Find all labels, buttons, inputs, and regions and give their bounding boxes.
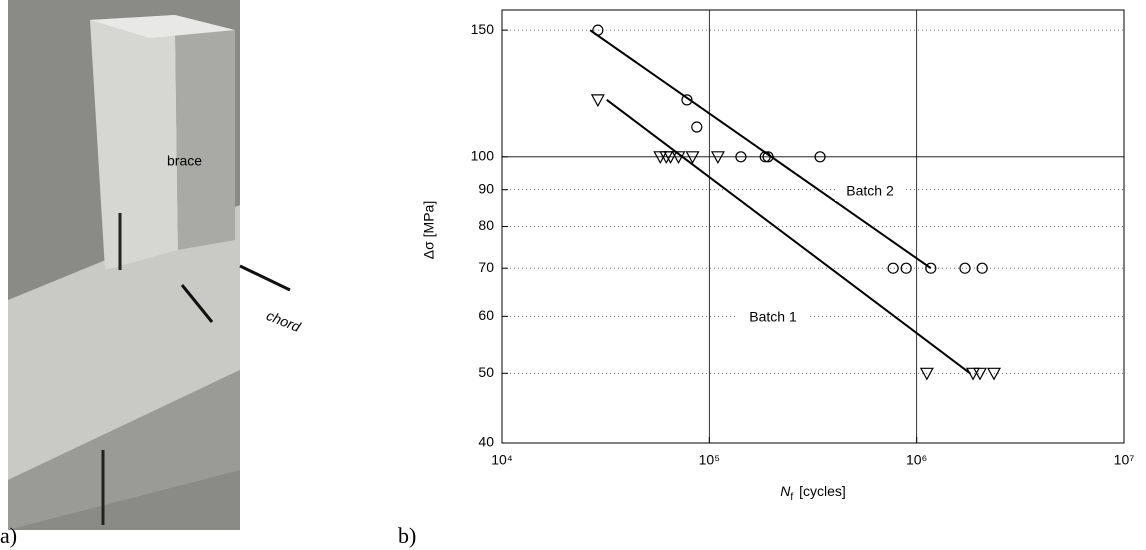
panel-label: a) — [0, 523, 17, 548]
plot-area — [502, 10, 1124, 443]
panel-label: b) — [398, 523, 416, 548]
label-gap — [738, 309, 808, 327]
chord-side — [8, 370, 240, 530]
series-label: Batch 2 — [846, 183, 894, 199]
brace-top — [90, 15, 235, 38]
data-point — [691, 121, 703, 133]
y-tick-label: 80 — [478, 217, 494, 233]
y-tick-label: 150 — [471, 21, 495, 37]
data-point — [592, 24, 604, 36]
y-tick-label: 70 — [478, 259, 494, 275]
y-tick-label: 50 — [478, 364, 494, 380]
x-axis-symbol: N — [780, 483, 791, 499]
brace-front — [90, 15, 178, 270]
data-point — [959, 262, 971, 274]
data-point — [735, 151, 747, 163]
y-axis-label: Δσ [MPa] — [421, 201, 437, 259]
data-point — [710, 151, 725, 165]
brace-side — [175, 15, 235, 250]
x-tick-label: 10⁶ — [906, 452, 927, 468]
data-point — [986, 367, 1001, 381]
arrow — [239, 264, 291, 292]
plot-frame — [501, 9, 1125, 444]
data-point — [976, 262, 988, 274]
x-tick-label: 10⁴ — [491, 452, 513, 468]
data-point — [900, 262, 912, 274]
x-axis-subscript: f — [790, 492, 793, 503]
label-gap — [835, 183, 905, 201]
x-axis-unit: [cycles] — [799, 483, 846, 499]
data-point — [919, 367, 934, 381]
chord-top — [8, 205, 240, 480]
photo: brace chord — [8, 0, 304, 530]
series-label: Batch 1 — [749, 309, 797, 325]
y-tick-label: 90 — [478, 180, 494, 196]
y-tick-label: 60 — [478, 307, 494, 323]
chord-label: chord — [264, 307, 304, 335]
data-point — [887, 262, 899, 274]
data-point — [671, 151, 686, 165]
x-tick-label: 10⁷ — [1114, 452, 1135, 468]
x-tick-label: 10⁵ — [699, 452, 720, 468]
y-tick-label: 100 — [471, 148, 495, 164]
data-point — [685, 151, 700, 165]
data-point — [759, 151, 771, 163]
data-point — [972, 367, 987, 381]
brace-label: brace — [167, 153, 202, 169]
x-axis-label: Nf [cycles] — [780, 483, 846, 503]
data-point — [762, 151, 774, 163]
fit-line — [589, 29, 932, 270]
data-point — [590, 94, 605, 108]
data-point — [681, 94, 693, 106]
y-tick-label: 40 — [478, 434, 494, 450]
data-point — [966, 367, 981, 381]
data-point — [663, 151, 678, 165]
data-point — [925, 262, 937, 274]
fit-line — [606, 99, 971, 375]
arrow — [180, 284, 214, 323]
data-point — [814, 151, 826, 163]
